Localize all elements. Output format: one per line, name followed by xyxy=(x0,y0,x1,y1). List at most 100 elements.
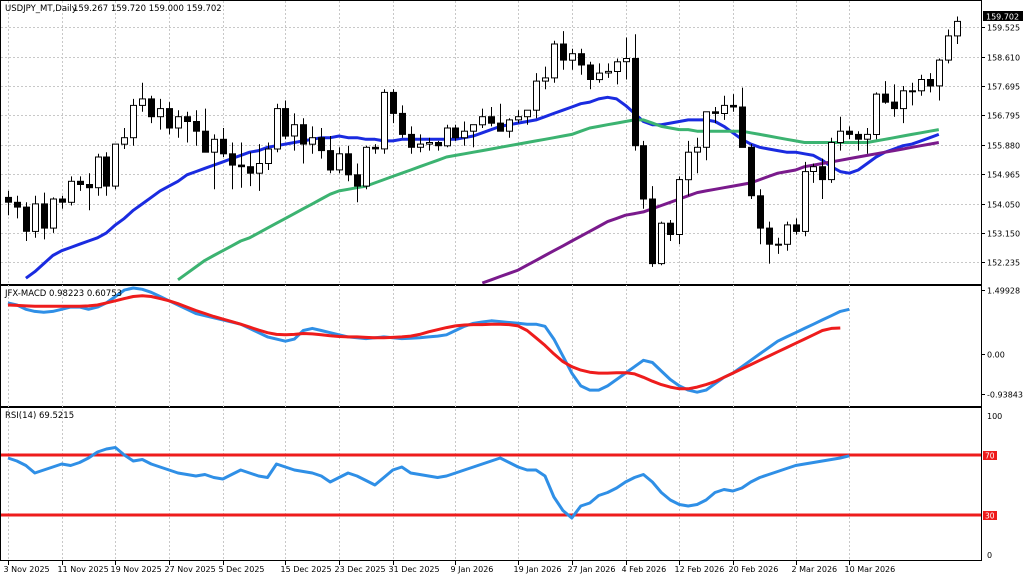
bear-candle xyxy=(640,145,647,200)
moving-average-line xyxy=(177,118,940,282)
bull-candle xyxy=(336,153,343,171)
bull-candle xyxy=(623,58,630,63)
bear-candle xyxy=(327,150,334,171)
rsi-title: RSI(14) 69.5215 xyxy=(5,411,74,421)
bear-candle xyxy=(220,138,227,155)
bull-candle xyxy=(533,80,540,111)
bear-candle xyxy=(730,104,737,108)
bull-candle xyxy=(658,222,665,265)
bear-candle xyxy=(193,121,200,132)
bull-candle xyxy=(274,108,281,150)
bear-candle xyxy=(435,142,442,147)
bear-candle xyxy=(23,206,30,232)
x-tick-label: 31 Dec 2025 xyxy=(389,565,440,574)
price-tick-label: 154.965 xyxy=(987,171,1020,180)
bull-candle xyxy=(596,72,603,81)
bear-candle xyxy=(184,116,191,122)
bear-candle xyxy=(667,222,674,235)
bear-candle xyxy=(632,58,639,147)
price-tick-label: 154.050 xyxy=(987,201,1020,210)
bear-candle xyxy=(757,195,764,229)
price-tick-label: 152.235 xyxy=(987,259,1020,268)
x-tick-label: 4 Feb 2026 xyxy=(622,565,667,574)
bear-candle xyxy=(166,108,173,129)
bear-candle xyxy=(846,130,853,135)
bull-candle xyxy=(515,116,522,121)
bull-candle xyxy=(828,142,835,181)
bear-candle xyxy=(855,133,862,140)
price-tick-label: 153.150 xyxy=(987,230,1020,239)
bear-candle xyxy=(238,164,245,168)
bear-candle xyxy=(390,91,397,114)
bull-candle xyxy=(291,124,298,137)
bear-candle xyxy=(354,174,361,187)
bull-candle xyxy=(775,243,782,246)
bear-candle xyxy=(587,64,594,80)
macd-series-line xyxy=(7,294,841,391)
bear-candle xyxy=(318,137,325,152)
ohlc-readout: 159.267 159.720 159.000 159.702 xyxy=(73,4,222,14)
grid xyxy=(1,1,981,560)
bull-candle xyxy=(265,148,272,164)
bear-candle xyxy=(497,122,504,132)
bull-candle xyxy=(309,137,316,145)
bull-candle xyxy=(524,109,531,118)
bear-candle xyxy=(882,93,889,103)
bear-candle xyxy=(282,108,289,137)
candles xyxy=(5,16,961,267)
bull-candle xyxy=(703,111,710,148)
x-tick-label: 27 Jan 2026 xyxy=(568,565,616,574)
macd-tick-label: 0.00 xyxy=(987,351,1005,360)
bull-candle xyxy=(506,119,513,132)
macd-title: JFX-MACD 0.98223 0.60753 xyxy=(4,289,122,299)
x-tick-label: 2 Mar 2026 xyxy=(792,565,838,574)
x-tick-label: 27 Nov 2025 xyxy=(165,565,216,574)
bull-candle xyxy=(157,108,164,118)
bull-candle xyxy=(864,133,871,140)
x-tick-label: 20 Feb 2026 xyxy=(729,565,779,574)
x-tick-label: 19 Nov 2025 xyxy=(111,565,162,574)
bull-candle xyxy=(551,43,558,79)
bear-candle xyxy=(927,79,934,87)
bull-candle xyxy=(918,79,925,92)
price-tick-label: 156.795 xyxy=(987,112,1020,121)
bull-candle xyxy=(256,163,263,174)
bear-candle xyxy=(819,166,826,181)
rsi-tick-label: 0 xyxy=(987,551,992,560)
bull-candle xyxy=(685,151,692,181)
rsi-panel[interactable] xyxy=(0,407,982,561)
price-tick-label: 157.695 xyxy=(987,83,1020,92)
bear-candle xyxy=(229,153,236,166)
bear-candle xyxy=(408,133,415,148)
bull-candle xyxy=(211,138,218,153)
bull-candle xyxy=(721,104,728,115)
axis-labels: 3 Nov 2025 11 Nov 2025 19 Nov 2025 27 Nov 2… xyxy=(4,24,1023,575)
macd-series-line xyxy=(7,286,850,394)
bull-candle xyxy=(95,156,102,189)
last-price-label: 159.702 xyxy=(986,13,1019,22)
x-tick-label: 5 Dec 2025 xyxy=(219,565,265,574)
bear-candle xyxy=(560,43,567,61)
bull-candle xyxy=(470,124,477,132)
bull-candle xyxy=(873,93,880,135)
bear-candle xyxy=(5,196,12,203)
x-tick-label: 15 Dec 2025 xyxy=(281,565,332,574)
bear-candle xyxy=(739,106,746,148)
rsi-level-70-label: 70 xyxy=(985,452,995,461)
bull-candle xyxy=(676,179,683,236)
bull-candle xyxy=(605,70,612,74)
bear-candle xyxy=(399,112,406,135)
bull-candle xyxy=(461,130,468,139)
bear-candle xyxy=(14,201,21,208)
price-tick-label: 159.525 xyxy=(987,24,1020,33)
rsi-level-70-tag xyxy=(983,451,997,460)
bull-candle xyxy=(417,143,424,148)
bear-candle xyxy=(77,180,84,186)
bear-candle xyxy=(793,224,800,232)
bull-candle xyxy=(542,77,549,82)
bull-candle xyxy=(614,61,621,72)
macd-panel[interactable] xyxy=(0,285,982,407)
bear-candle xyxy=(748,146,755,197)
x-tick-label: 12 Feb 2026 xyxy=(675,565,725,574)
